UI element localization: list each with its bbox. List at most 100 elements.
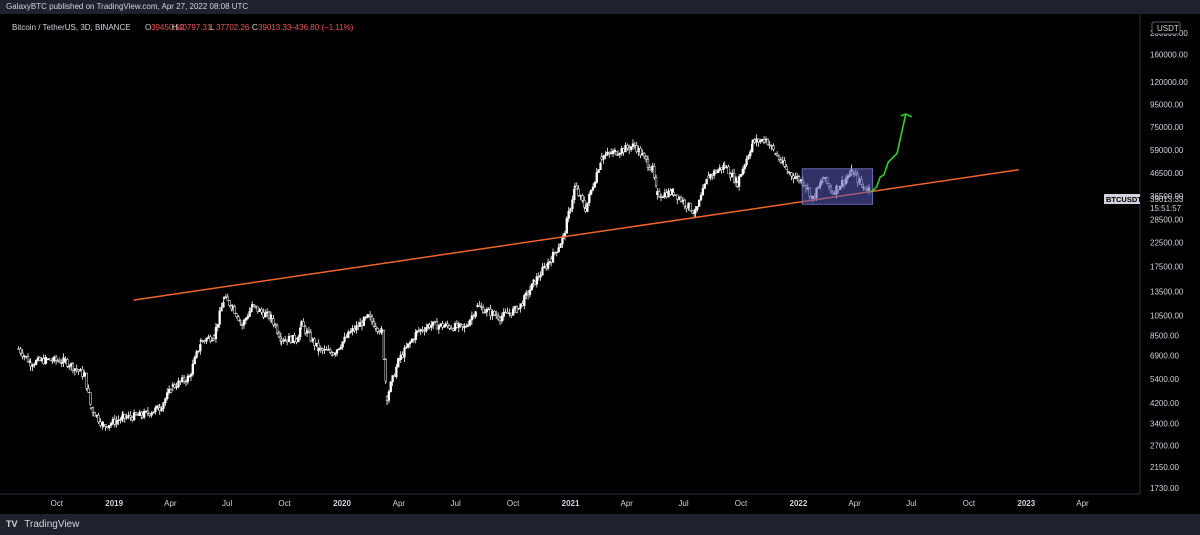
candle-body xyxy=(487,308,490,311)
candle-body xyxy=(545,266,548,269)
candle-body xyxy=(654,176,658,186)
candle-body xyxy=(676,194,679,200)
candle-body xyxy=(685,205,688,209)
candle-body xyxy=(349,330,352,333)
candle-body xyxy=(302,321,305,327)
candle-body xyxy=(764,138,768,141)
candle-body xyxy=(138,411,141,416)
price-tick-label: 2150.00 xyxy=(1150,463,1179,472)
currency-box[interactable] xyxy=(1151,21,1181,35)
candle-body xyxy=(171,384,175,387)
candle-body xyxy=(148,413,151,416)
candle-body xyxy=(129,414,132,418)
candle-body xyxy=(360,322,364,326)
candle-body xyxy=(69,363,73,367)
candle-body xyxy=(616,154,620,156)
candle-body xyxy=(280,338,283,342)
candle-body xyxy=(77,369,80,372)
candle-body xyxy=(136,414,140,416)
candle-body xyxy=(47,358,50,360)
candle-body xyxy=(54,356,58,361)
candle-body xyxy=(235,313,238,317)
price-tick-label: 28500.00 xyxy=(1150,216,1184,225)
candle-body xyxy=(476,305,479,307)
candle-body xyxy=(526,292,530,295)
candle-body xyxy=(127,414,130,418)
candle-body xyxy=(21,352,24,357)
candle-body xyxy=(423,330,426,332)
legend-o-label: O xyxy=(145,23,151,32)
candle-body xyxy=(403,347,406,358)
candle-body xyxy=(743,164,746,170)
candle-body xyxy=(33,364,36,366)
candle-body xyxy=(543,266,546,268)
candle-body xyxy=(457,323,460,328)
candle-body xyxy=(626,144,629,149)
candle-body xyxy=(489,308,492,317)
candle-body xyxy=(367,314,370,318)
candle-body xyxy=(181,377,184,382)
candle-body xyxy=(559,243,562,248)
candle-body xyxy=(788,172,791,174)
candle-body xyxy=(432,321,435,326)
candle-body xyxy=(637,148,640,152)
candle-body xyxy=(611,150,615,154)
candle-body xyxy=(415,330,419,333)
candle-body xyxy=(264,312,267,318)
candle-body xyxy=(786,171,789,173)
candle-body xyxy=(588,193,591,204)
candle-body xyxy=(323,349,326,351)
candle-body xyxy=(152,411,155,414)
candle-body xyxy=(321,348,324,351)
legend-symbol: Bitcoin / TetherUS, 3D, BINANCE xyxy=(12,23,131,32)
candle-body xyxy=(358,322,362,327)
candle-body xyxy=(267,311,271,319)
candle-body xyxy=(197,350,200,352)
candle-body xyxy=(89,392,92,405)
candle-body xyxy=(468,319,472,326)
candle-body xyxy=(714,170,718,174)
candle-body xyxy=(79,369,82,372)
candle-body xyxy=(508,312,511,315)
candle-body xyxy=(384,358,387,382)
price-chart[interactable]: 200000.00160000.00120000.0095000.0075000… xyxy=(0,14,1200,514)
candle-body xyxy=(162,402,165,409)
candle-body xyxy=(498,316,502,322)
candle-body xyxy=(567,211,570,219)
candle-body xyxy=(38,357,42,361)
candle-body xyxy=(201,340,204,342)
candle-body xyxy=(222,297,226,299)
candle-body xyxy=(49,358,52,361)
candle-body xyxy=(618,153,622,155)
candle-body xyxy=(158,407,161,411)
candle-body xyxy=(313,338,316,347)
price-tick-label: 6900.00 xyxy=(1150,352,1179,361)
candle-body xyxy=(659,196,663,198)
trendline xyxy=(133,169,1019,301)
chart-area[interactable]: 200000.00160000.00120000.0095000.0075000… xyxy=(0,14,1200,514)
legend-l-label: L xyxy=(210,23,215,32)
candle-body xyxy=(783,160,786,167)
candle-body xyxy=(123,413,126,419)
candle-body xyxy=(504,311,507,314)
candle-body xyxy=(521,303,524,306)
time-tick-label: Oct xyxy=(735,499,748,508)
candle-body xyxy=(339,346,342,349)
footer-bar: TV TradingView xyxy=(0,514,1200,535)
candle-body xyxy=(667,190,670,198)
candle-body xyxy=(376,327,379,332)
time-tick-label: 2021 xyxy=(562,499,580,508)
candle-body xyxy=(683,199,686,207)
candle-body xyxy=(325,349,328,351)
price-tick-label: 120000.00 xyxy=(1150,78,1188,87)
candle-body xyxy=(353,328,356,331)
drawings-layer xyxy=(133,113,1019,301)
price-tick-label: 5400.00 xyxy=(1150,375,1179,384)
legend-c-value: 39013.33 xyxy=(258,23,292,32)
candle-body xyxy=(663,192,666,198)
candle-body xyxy=(480,306,483,308)
candle-body xyxy=(297,336,300,343)
candle-body xyxy=(233,306,236,314)
candle-body xyxy=(648,167,651,171)
candle-body xyxy=(244,318,248,321)
